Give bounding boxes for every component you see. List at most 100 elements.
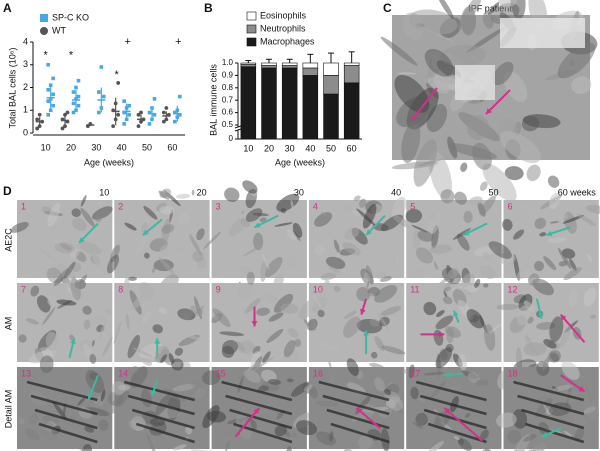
arrow-head	[251, 321, 258, 327]
micrograph-detail	[481, 252, 492, 261]
micrograph-detail	[512, 409, 528, 429]
micrograph-detail	[479, 195, 496, 216]
micrograph-detail	[213, 314, 219, 320]
x-tick-label: 40	[117, 142, 127, 152]
micrograph-detail	[283, 340, 296, 358]
micrograph-detail	[558, 260, 568, 267]
micrograph-detail	[468, 196, 483, 206]
y-axis-label: Total BAL cells (10⁶)	[7, 48, 17, 129]
data-point	[37, 112, 42, 117]
arrow-head	[254, 222, 261, 228]
data-point	[51, 103, 55, 108]
micrograph-detail	[465, 413, 471, 418]
y-tick-label: 4	[23, 36, 28, 46]
micrograph-detail	[173, 444, 187, 451]
micrograph-detail	[497, 0, 519, 8]
micrograph-detail	[403, 368, 408, 374]
micrograph-detail	[344, 227, 360, 240]
data-point	[46, 87, 50, 92]
micrograph-detail	[503, 71, 528, 103]
x-axis-label: Age (weeks)	[275, 157, 325, 167]
bar-segment	[240, 63, 257, 68]
panel-title: IPF patient	[468, 3, 512, 13]
annotation: *	[115, 69, 120, 81]
micrograph-detail	[83, 343, 92, 360]
tile-number: 4	[313, 201, 318, 211]
micrograph-detail	[568, 288, 578, 307]
data-point	[51, 92, 55, 97]
micrograph-detail	[362, 203, 377, 229]
column-label: 30	[294, 187, 304, 197]
micrograph-detail	[80, 195, 87, 207]
tile-number: 11	[410, 284, 419, 294]
micrograph-detail	[391, 196, 407, 220]
micrograph-detail	[25, 318, 39, 325]
micrograph-detail	[176, 193, 191, 199]
annotation: +	[175, 36, 181, 48]
micrograph-detail	[333, 285, 341, 292]
panel-letter: D	[3, 184, 12, 198]
micrograph-detail	[528, 273, 540, 286]
arrow-head	[363, 330, 369, 336]
micrograph-detail	[366, 280, 370, 289]
micrograph-detail	[458, 353, 467, 371]
data-point	[76, 94, 81, 99]
micrograph-detail	[202, 405, 220, 429]
micrograph-detail	[492, 61, 514, 86]
micrograph-detail	[105, 308, 112, 315]
micrograph-detail	[456, 233, 470, 251]
micrograph-detail	[443, 291, 448, 297]
micrograph-detail	[127, 334, 140, 359]
micrograph-detail	[47, 202, 61, 227]
micrograph-detail	[405, 208, 423, 223]
micrograph-detail	[47, 296, 57, 307]
micrograph-detail	[333, 239, 340, 253]
data-point	[71, 101, 76, 106]
micrograph-detail	[563, 430, 572, 437]
arrow	[559, 313, 586, 343]
micrograph-detail	[415, 247, 434, 264]
micrograph-detail	[539, 232, 547, 237]
micrograph-detail	[315, 400, 340, 407]
micrograph-detail	[454, 191, 467, 205]
annotation: *	[44, 50, 49, 62]
micrograph-detail	[98, 419, 109, 431]
micrograph-detail	[380, 36, 418, 66]
micrograph-detail	[583, 287, 597, 307]
lumen	[455, 65, 495, 100]
micrograph-detail	[523, 434, 537, 442]
micrograph-detail	[56, 299, 77, 306]
micrograph-detail	[479, 181, 488, 191]
micrograph-detail	[320, 272, 337, 281]
micrograph-detail	[81, 443, 92, 451]
data-point	[46, 99, 50, 103]
micrograph-detail	[352, 210, 365, 217]
micrograph-detail	[569, 258, 577, 272]
micrograph-detail	[80, 207, 95, 227]
micrograph-detail	[488, 241, 512, 259]
y-tick-label: 0	[229, 134, 234, 143]
bar-segment	[302, 67, 319, 76]
y-tick-label: 0	[23, 127, 28, 137]
data-point	[173, 119, 177, 124]
micrograph-detail	[290, 200, 294, 209]
micrograph-detail	[219, 331, 245, 337]
column-label: 40	[391, 187, 401, 197]
micrograph-detail	[412, 422, 424, 430]
micrograph-detail	[516, 265, 534, 280]
micrograph-detail	[547, 175, 560, 188]
micrograph-detail	[262, 351, 271, 363]
x-tick-label: 20	[66, 142, 76, 152]
micrograph-detail	[243, 244, 264, 257]
data-point	[122, 99, 126, 103]
micrograph-detail	[241, 209, 245, 214]
data-point	[178, 113, 182, 117]
tile-number: 7	[21, 284, 26, 294]
data-point	[161, 110, 166, 115]
micrograph-detail	[264, 293, 278, 303]
micrograph-detail	[77, 397, 86, 406]
micrograph-detail	[89, 353, 97, 364]
fibre	[318, 380, 390, 402]
micrograph-detail	[128, 276, 137, 281]
arrow-head	[453, 310, 459, 317]
